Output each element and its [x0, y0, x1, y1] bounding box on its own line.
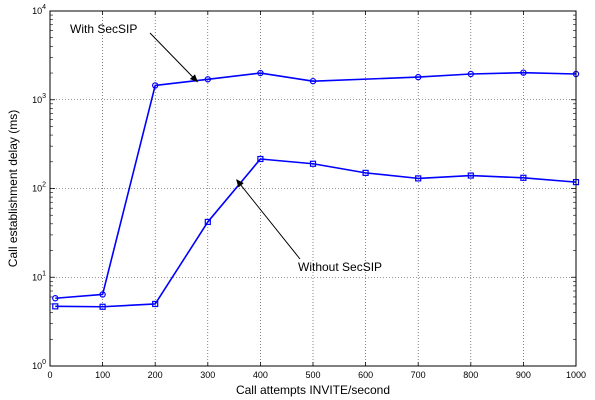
grid — [50, 11, 576, 366]
series-line-1 — [55, 158, 577, 308]
plot-frame — [49, 10, 577, 367]
x-tick-label: 800 — [463, 370, 478, 380]
x-tick-label: 900 — [516, 370, 531, 380]
x-tick-label: 300 — [200, 370, 215, 380]
data-point-circle — [415, 73, 422, 81]
y-tick-base: 10 — [32, 184, 42, 194]
annotations: With SecSIP Without SecSIP — [70, 22, 382, 274]
data-point-square — [257, 155, 264, 163]
data-point-circle — [204, 76, 211, 83]
y-tick-label: 103 — [32, 93, 46, 105]
y-tick-exponent: 2 — [42, 182, 46, 189]
x-tick-label: 1000 — [566, 370, 586, 380]
y-tick-label: 101 — [32, 270, 46, 282]
y-tick-exponent: 4 — [42, 4, 46, 11]
y-tick-label: 102 — [32, 182, 46, 194]
data-point-square — [52, 303, 59, 310]
y-axis-label: Call establishment delay (ms) — [6, 110, 20, 267]
data-point-square — [467, 172, 474, 179]
y-tick-exponent: 3 — [42, 93, 46, 100]
data-point-circle — [99, 291, 106, 298]
y-tick-label: 104 — [32, 4, 46, 16]
data-point-circle — [467, 70, 474, 78]
y-tick-base: 10 — [32, 6, 42, 16]
series-line-0 — [55, 71, 577, 300]
data-point-circle — [151, 82, 159, 89]
x-axis-label: Call attempts INVITE/second — [236, 383, 390, 397]
annotation-arrow-1 — [236, 179, 301, 260]
axis-ticks: 0 100 200 300 400 500 600 700 800 900 100010010110… — [32, 4, 586, 380]
x-tick-label: 700 — [411, 370, 426, 380]
y-tick-label: 100 — [32, 359, 46, 371]
x-tick-label: 500 — [305, 370, 320, 380]
data-point-square — [309, 160, 317, 167]
annotation-arrow-0 — [149, 32, 198, 83]
y-tick-base: 10 — [32, 361, 42, 371]
data-point-circle — [520, 69, 527, 76]
annotation-label-0: With SecSIP — [70, 22, 137, 36]
annotation-label-1: Without SecSIP — [298, 260, 382, 274]
data-point-square — [99, 303, 106, 310]
x-tick-label: 400 — [253, 370, 268, 380]
data-point-circle — [257, 69, 264, 77]
data-point-square — [362, 169, 369, 176]
y-tick-base: 10 — [32, 95, 42, 105]
y-tick-exponent: 1 — [42, 270, 46, 277]
x-tick-label: 100 — [95, 370, 110, 380]
y-tick-exponent: 0 — [42, 359, 46, 366]
data-point-square — [204, 218, 211, 226]
x-tick-label: 200 — [148, 370, 163, 380]
data-point-circle — [309, 77, 317, 85]
data-point-circle — [52, 295, 59, 302]
data-point-square — [415, 175, 422, 182]
data-point-square — [152, 300, 159, 308]
data-point-square — [520, 174, 527, 181]
x-tick-label: 600 — [358, 370, 373, 380]
y-tick-base: 10 — [32, 272, 42, 282]
x-tick-label: 0 — [47, 370, 52, 380]
